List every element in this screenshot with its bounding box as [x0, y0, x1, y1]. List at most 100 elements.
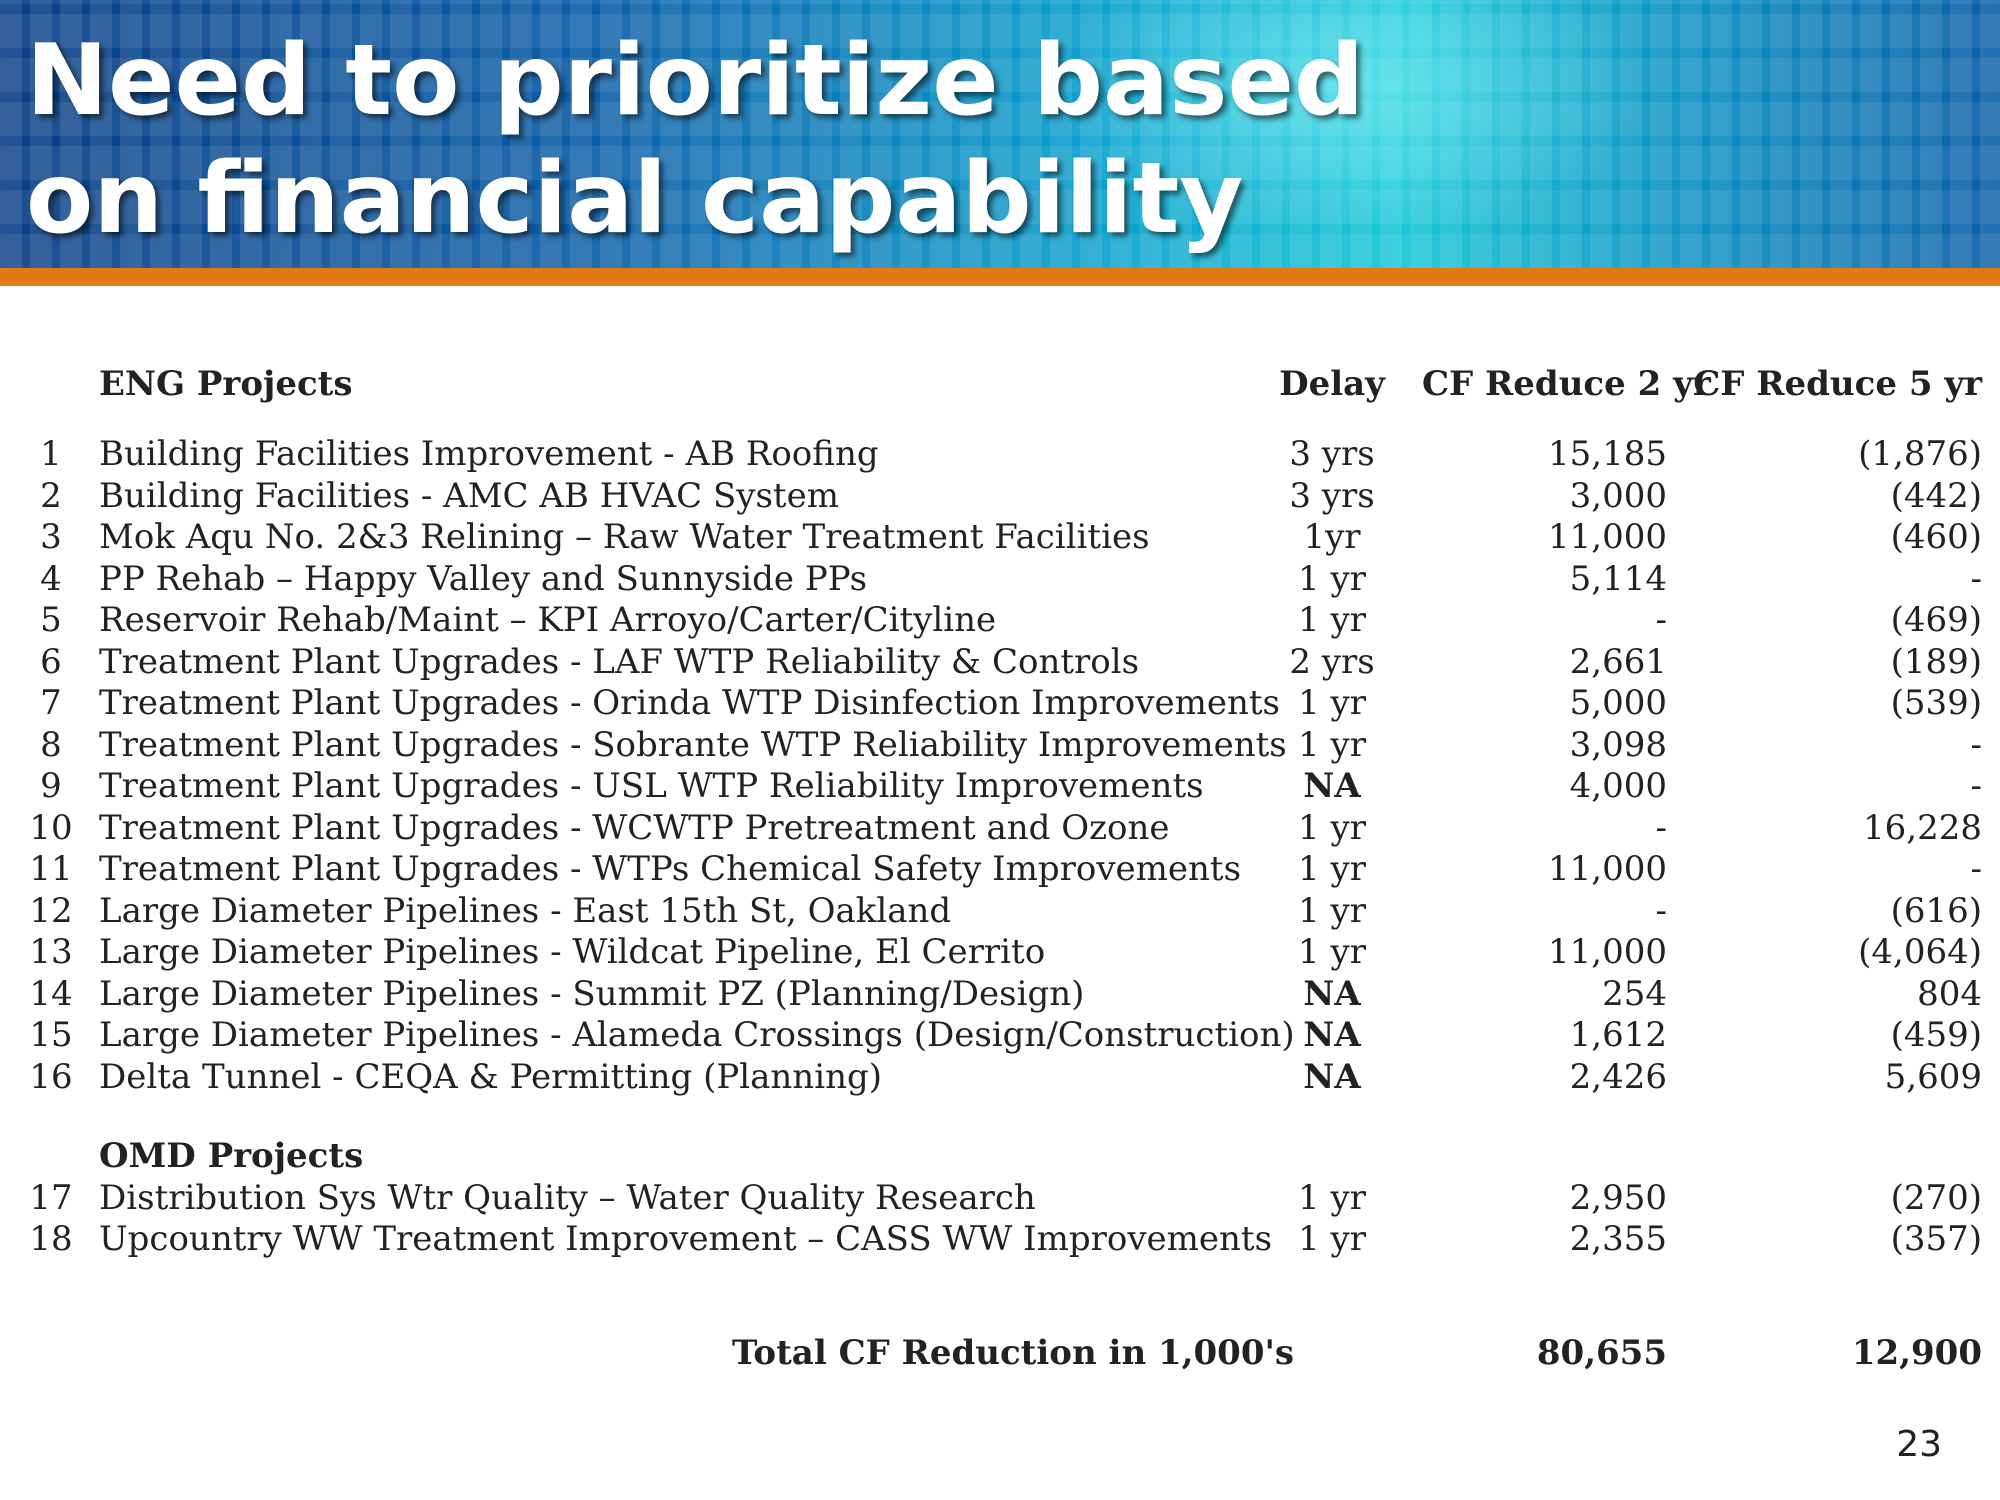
cf-5yr-value: (616)	[1890, 890, 1982, 931]
cf-5yr-value: -	[1970, 558, 1983, 599]
table-row: 6 Treatment Plant Upgrades - LAF WTP Reli…	[22, 641, 1982, 684]
project-name: Mok Aqu No. 2&3 Relining – Raw Water Tre…	[99, 517, 1150, 557]
table-row: 5 Reservoir Rehab/Maint – KPI Arroyo/Cart…	[22, 600, 1982, 642]
projects-table: ENG Projects Delay CF Reduce 2 yr CF Red…	[22, 350, 1982, 1375]
delay-value: 1 yr	[1298, 683, 1366, 723]
project-name: Large Diameter Pipelines - Summit PZ (Pl…	[99, 973, 1085, 1014]
total-cf-2yr: 80,655	[1536, 1332, 1667, 1373]
cf-2yr-value: 254	[1602, 973, 1667, 1014]
cf-2yr-value: 11,000	[1548, 517, 1667, 557]
cf-5yr-value: (442)	[1890, 475, 1982, 516]
cf-5yr-value: (357)	[1890, 1219, 1982, 1259]
delay-value: 2 yrs	[1289, 641, 1375, 682]
delay-value: NA	[1303, 973, 1361, 1014]
cf-2yr-value: 1,612	[1569, 1015, 1667, 1055]
table-row: 8 Treatment Plant Upgrades - Sobrante WTP…	[22, 724, 1982, 767]
project-name: Treatment Plant Upgrades - LAF WTP Relia…	[99, 641, 1140, 682]
cf-5yr-value: (1,876)	[1858, 434, 1982, 474]
row-number: 15	[29, 1015, 73, 1055]
page-number: 23	[1896, 1424, 1942, 1465]
omd-project-rows: 17 Distribution Sys Wtr Quality – Water Q…	[22, 1177, 1982, 1261]
table-row: 7 Treatment Plant Upgrades - Orinda WTP D…	[22, 683, 1982, 725]
spacer	[22, 1098, 1972, 1136]
banner-tile-pattern	[0, 0, 2000, 268]
delay-value: 1 yr	[1298, 1219, 1366, 1259]
cf-5yr-value: -	[1970, 849, 1983, 889]
delay-value: 1 yr	[1298, 849, 1366, 889]
table-row: 9 Treatment Plant Upgrades - USL WTP Reli…	[22, 766, 1982, 808]
row-number: 5	[40, 600, 62, 640]
spacer	[22, 418, 1972, 434]
cf-2yr-value: 3,000	[1569, 475, 1667, 516]
cf-5yr-value: (539)	[1890, 683, 1982, 723]
project-name: Treatment Plant Upgrades - Orinda WTP Di…	[99, 683, 1280, 723]
table-header-row: ENG Projects Delay CF Reduce 2 yr CF Red…	[22, 350, 1982, 418]
cf-2yr-value: 15,185	[1548, 434, 1667, 474]
cf-2yr-value: 4,000	[1569, 766, 1667, 806]
total-row: Total CF Reduction in 1,000's 80,655 12,…	[22, 1332, 1982, 1375]
table-row: 10 Treatment Plant Upgrades - WCWTP Pretr…	[22, 807, 1982, 850]
cf-5yr-value: (270)	[1890, 1177, 1982, 1218]
cf-5yr-value: (459)	[1890, 1015, 1982, 1055]
cf-5yr-value: (4,064)	[1858, 932, 1982, 972]
project-name: Treatment Plant Upgrades - Sobrante WTP …	[99, 724, 1287, 765]
table-row: 12 Large Diameter Pipelines - East 15th S…	[22, 890, 1982, 933]
table-row: 11 Treatment Plant Upgrades - WTPs Chemic…	[22, 849, 1982, 891]
table-row: 17 Distribution Sys Wtr Quality – Water Q…	[22, 1177, 1982, 1220]
row-number: 16	[29, 1056, 73, 1097]
row-number: 6	[40, 641, 62, 682]
cf-2yr-value: 2,661	[1569, 641, 1667, 682]
table-row: 1 Building Facilities Improvement - AB Ro…	[22, 434, 1982, 476]
project-name: Upcountry WW Treatment Improvement – CAS…	[99, 1219, 1273, 1259]
project-name: Distribution Sys Wtr Quality – Water Qua…	[99, 1177, 1036, 1218]
project-name: Large Diameter Pipelines - Wildcat Pipel…	[99, 932, 1046, 972]
delay-value: NA	[1303, 1015, 1361, 1055]
row-number: 17	[29, 1177, 73, 1218]
table-row: 2 Building Facilities - AMC AB HVAC Syste…	[22, 475, 1982, 518]
cf-5yr-value: 804	[1917, 973, 1982, 1014]
row-number: 8	[40, 724, 62, 765]
cf-5yr-value: 5,609	[1884, 1056, 1982, 1097]
cf-2yr-value: 2,950	[1569, 1177, 1667, 1218]
cf-2yr-value: -	[1655, 890, 1668, 931]
delay-value: NA	[1303, 766, 1361, 806]
row-number: 12	[29, 890, 73, 931]
spacer	[22, 1261, 1972, 1333]
cf-2yr-value: 2,426	[1569, 1056, 1667, 1097]
delay-value: 1 yr	[1298, 558, 1366, 599]
project-name: Large Diameter Pipelines - Alameda Cross…	[99, 1015, 1295, 1055]
project-name: Treatment Plant Upgrades - WTPs Chemical…	[99, 849, 1242, 889]
slide-title: Need to prioritize based on financial ca…	[26, 24, 1365, 256]
row-number: 7	[40, 683, 62, 723]
project-name: Treatment Plant Upgrades - WCWTP Pretrea…	[99, 807, 1170, 848]
cf-5yr-value: (469)	[1890, 600, 1982, 640]
cf-5yr-value: -	[1970, 766, 1983, 806]
delay-column-header: Delay	[1279, 364, 1385, 404]
table-row: 3 Mok Aqu No. 2&3 Relining – Raw Water Tr…	[22, 517, 1982, 559]
delay-value: 1yr	[1303, 517, 1361, 557]
table-row: 14 Large Diameter Pipelines - Summit PZ (…	[22, 973, 1982, 1016]
delay-value: NA	[1303, 1056, 1361, 1097]
delay-value: 1 yr	[1298, 1177, 1366, 1218]
cf-2yr-value: 2,355	[1569, 1219, 1667, 1259]
delay-value: 3 yrs	[1289, 434, 1375, 474]
cf-5yr-column-header: CF Reduce 5 yr	[1693, 364, 1982, 404]
cf-2yr-value: 3,098	[1569, 724, 1667, 765]
cf-5yr-value: (189)	[1890, 641, 1982, 682]
row-number: 1	[40, 434, 62, 474]
cf-2yr-column-header: CF Reduce 2 yr	[1422, 364, 1711, 404]
project-name: Reservoir Rehab/Maint – KPI Arroyo/Carte…	[99, 600, 997, 640]
total-label: Total CF Reduction in 1,000's	[732, 1332, 1295, 1373]
cf-2yr-value: -	[1655, 600, 1668, 640]
row-number: 13	[29, 932, 73, 972]
row-number: 2	[40, 475, 62, 516]
omd-section-row: OMD Projects	[22, 1136, 1972, 1178]
delay-value: 3 yrs	[1289, 475, 1375, 516]
omd-section-heading: OMD Projects	[99, 1136, 364, 1176]
project-name: Treatment Plant Upgrades - USL WTP Relia…	[99, 766, 1204, 806]
table-row: 18 Upcountry WW Treatment Improvement – C…	[22, 1219, 1982, 1261]
row-number: 3	[40, 517, 62, 557]
table-row: 15 Large Diameter Pipelines - Alameda Cro…	[22, 1015, 1982, 1057]
row-number: 4	[40, 558, 62, 599]
total-cf-5yr: 12,900	[1851, 1332, 1982, 1373]
